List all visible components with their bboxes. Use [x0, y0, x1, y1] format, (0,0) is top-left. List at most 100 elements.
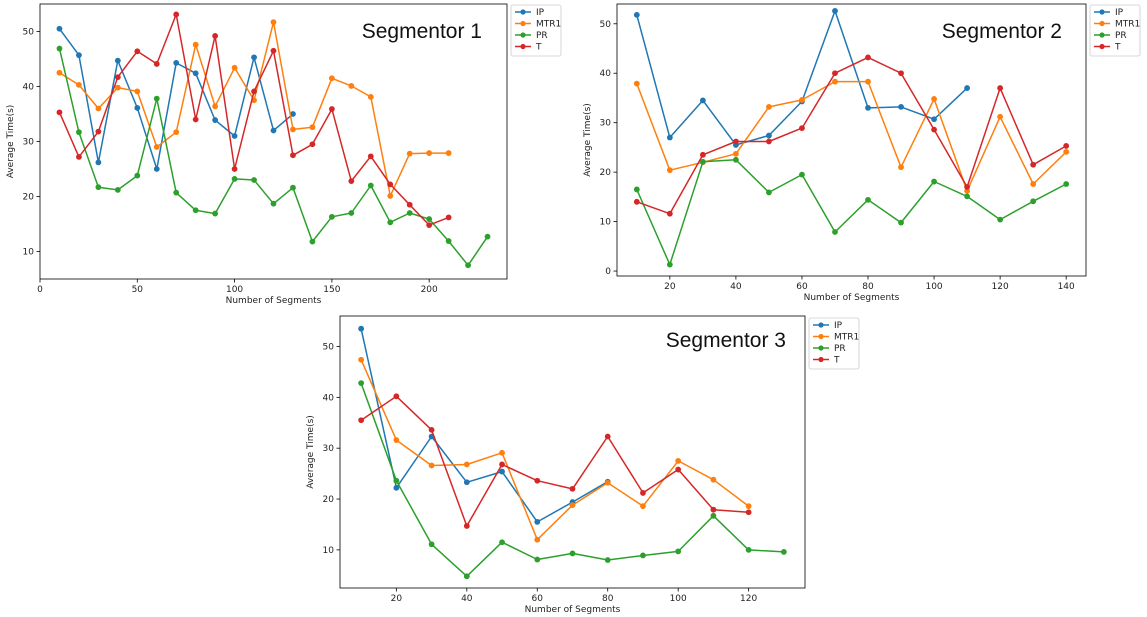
data-point [832, 8, 838, 14]
data-point [799, 97, 805, 103]
data-point [56, 25, 63, 32]
data-point [393, 477, 400, 484]
chart-title: Segmentor 2 [942, 20, 1062, 43]
data-point [290, 152, 296, 159]
legend-label: T [535, 43, 542, 53]
data-point [569, 502, 576, 509]
data-point [426, 216, 433, 222]
data-point [699, 97, 706, 104]
legend-marker [1099, 9, 1105, 15]
data-point [465, 262, 471, 269]
data-point [666, 210, 673, 217]
legend-marker [818, 356, 824, 363]
data-point [499, 461, 505, 468]
data-point [114, 187, 121, 193]
data-point [733, 156, 739, 163]
data-point [964, 85, 970, 91]
data-point [445, 150, 452, 156]
data-point [780, 549, 787, 555]
data-point [251, 88, 257, 95]
data-point [997, 216, 1004, 223]
series-line [636, 56, 1067, 215]
data-point [212, 210, 219, 217]
data-point [153, 144, 160, 150]
data-point [192, 116, 199, 123]
y-tick-label: 10 [23, 248, 35, 258]
data-point [534, 519, 541, 525]
data-point [499, 539, 505, 546]
data-point [192, 207, 199, 214]
data-point [251, 54, 257, 61]
data-point [212, 33, 219, 39]
plot-frame [339, 315, 806, 589]
x-tick-label: 120 [992, 282, 1009, 292]
data-point [1063, 143, 1070, 149]
data-point [484, 233, 491, 240]
x-tick-label: 60 [796, 282, 808, 292]
data-point [633, 186, 640, 193]
legend-label: T [833, 356, 840, 366]
series-line [360, 395, 749, 527]
data-point [231, 64, 238, 71]
data-point [832, 78, 838, 85]
data-point [428, 541, 435, 548]
data-point [534, 477, 541, 484]
data-point [393, 484, 400, 491]
legend-label: T [1114, 43, 1121, 53]
data-point [604, 479, 611, 486]
y-tick-label: 50 [323, 343, 335, 353]
y-tick-label: 50 [600, 20, 612, 30]
data-point [898, 70, 904, 77]
data-point [393, 393, 400, 400]
data-point [387, 219, 394, 226]
series-t [358, 393, 752, 529]
data-point [134, 48, 141, 55]
legend-marker [1099, 43, 1105, 50]
data-point [733, 150, 739, 157]
legend-frame [1089, 4, 1141, 57]
data-point [153, 166, 160, 172]
data-point [898, 103, 904, 110]
data-point [832, 229, 838, 235]
legend-marker [520, 9, 526, 15]
data-point [799, 171, 805, 178]
data-point [270, 47, 277, 54]
data-point [95, 128, 102, 135]
data-point [56, 69, 63, 76]
y-tick-label: 10 [600, 218, 612, 228]
data-point [766, 189, 772, 196]
plot-frame [616, 3, 1087, 277]
legend-label: IP [1115, 8, 1124, 18]
data-point [745, 509, 752, 516]
data-point [534, 536, 541, 543]
plot-frame [39, 3, 508, 280]
data-point [76, 154, 82, 160]
series-ip [56, 25, 296, 172]
data-point [499, 468, 505, 475]
series-pr [358, 380, 787, 580]
data-point [1030, 198, 1037, 205]
y-axis-label: Average Time(s) [306, 415, 316, 489]
series-pr [56, 45, 491, 269]
data-point [832, 70, 838, 77]
data-point [173, 129, 180, 136]
data-point [76, 129, 82, 136]
data-point [56, 109, 63, 116]
data-point [173, 11, 180, 18]
data-point [604, 433, 611, 440]
y-tick-label: 30 [323, 444, 335, 454]
y-tick-label: 20 [23, 193, 35, 203]
data-point [231, 133, 238, 139]
data-point [192, 70, 199, 77]
data-point [134, 172, 141, 179]
data-point [964, 184, 970, 190]
x-tick-label: 140 [1058, 282, 1075, 292]
x-tick-label: 150 [323, 285, 340, 295]
data-point [997, 85, 1004, 91]
data-point [56, 45, 63, 52]
legend-label: MTR1 [1115, 20, 1140, 30]
data-point [499, 449, 505, 456]
data-point [358, 325, 365, 332]
